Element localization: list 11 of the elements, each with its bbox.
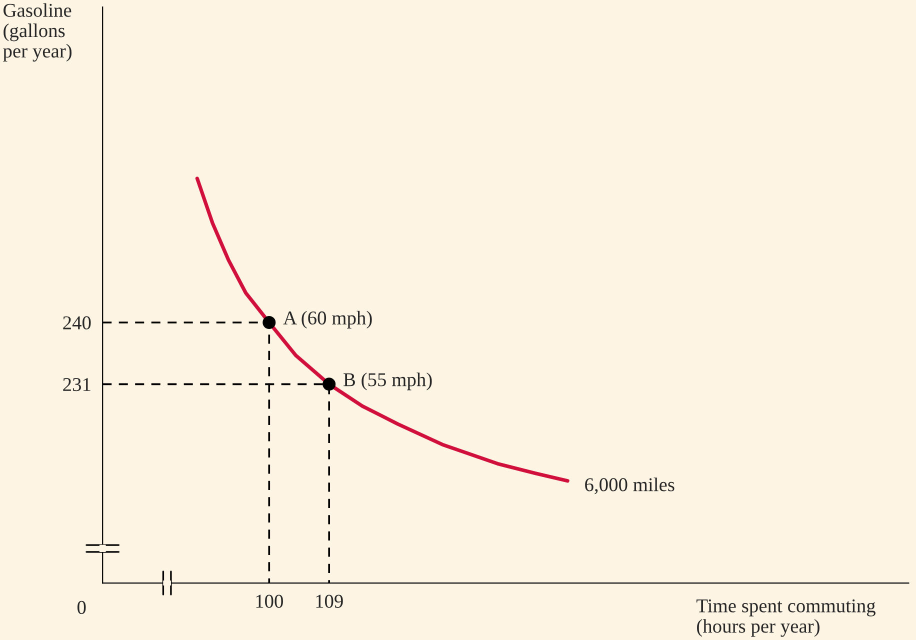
x-axis-title: Time spent commuting (hours per year) [696, 599, 876, 637]
y-tick-label: 231 [63, 378, 90, 392]
y-axis-title: Gasoline (gallons per year) [3, 3, 72, 62]
annotation: B (55 mph) [344, 372, 432, 390]
series-label: 6,000 miles [585, 478, 674, 494]
annotation: A (60 mph) [283, 310, 372, 329]
y-tick-label: 240 [63, 316, 91, 330]
text: 0 [77, 600, 86, 614]
line-series [195, 176, 570, 483]
x-tick-label: 109 [316, 594, 343, 608]
x-tick-label: 100 [256, 594, 283, 608]
